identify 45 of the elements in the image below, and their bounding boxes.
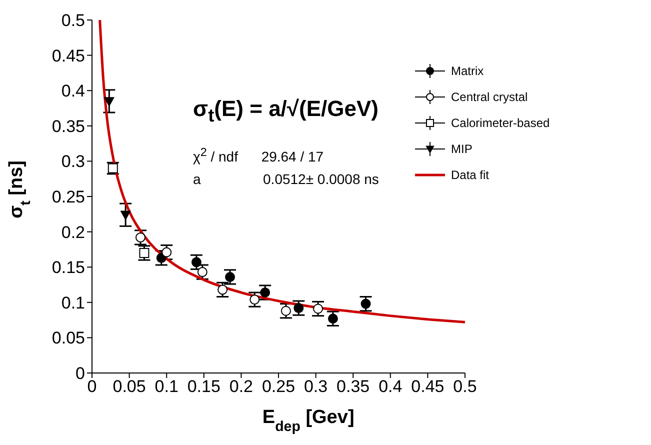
annotation: σ$_{t}$(E) = a/√(E/GeV) [193, 96, 379, 126]
x-tick-label: 0.5 [453, 377, 477, 396]
legend-label: Matrix [451, 63, 484, 80]
y-tick-label: 0.4 [61, 82, 85, 101]
point [280, 306, 291, 316]
x-tick-label: 0.2 [229, 377, 254, 396]
y-tick-label: 0.3 [61, 152, 85, 172]
x-tick-label: 0.45 [411, 377, 444, 396]
point [260, 288, 270, 298]
x-tick-label: 0.05 [112, 377, 146, 396]
point [294, 303, 304, 314]
y-tick-label: 0.2 [61, 222, 85, 242]
point [328, 314, 338, 324]
y-tick-label: 0.35 [52, 116, 85, 136]
y-tick-label: 0.25 [52, 188, 85, 207]
x-tick-label: 0.15 [187, 377, 220, 396]
x-axis-title: E$_{dep}$ [Gev] [262, 407, 354, 435]
point [225, 272, 236, 282]
y-tick-label: 0.15 [52, 258, 85, 278]
legend-label: Central crystal [451, 89, 528, 106]
x-tick-label: 0.1 [154, 377, 178, 396]
point [197, 267, 208, 278]
point [104, 97, 114, 106]
y-tick-label: 0.5 [61, 11, 85, 30]
annotation: a 0.0512± 0.0008 ns [193, 171, 379, 188]
x-tick-label: 0.35 [336, 377, 370, 396]
x-tick-label: 0.3 [304, 377, 328, 396]
y-tick-label: 0 [76, 364, 85, 384]
point [139, 248, 150, 258]
x-tick-label: 0.25 [262, 377, 296, 396]
point [162, 247, 172, 258]
point [191, 257, 202, 268]
legend-label: Calorimeter-based [451, 115, 550, 132]
legend-label: Data fit [451, 167, 490, 184]
y-tick-label: 0.45 [52, 46, 85, 66]
point [360, 298, 371, 309]
point [250, 294, 260, 305]
point [120, 210, 131, 220]
y-tick-label: 0.1 [61, 293, 85, 312]
point [313, 304, 324, 314]
y-tick-label: 0.05 [52, 328, 85, 348]
x-tick-label: 0.4 [378, 377, 402, 396]
x-tick-label: 0 [87, 377, 97, 396]
legend-label: MIP [451, 141, 472, 158]
annotation: χ$^{2}$ / ndf 29.64 / 17 [193, 146, 325, 166]
